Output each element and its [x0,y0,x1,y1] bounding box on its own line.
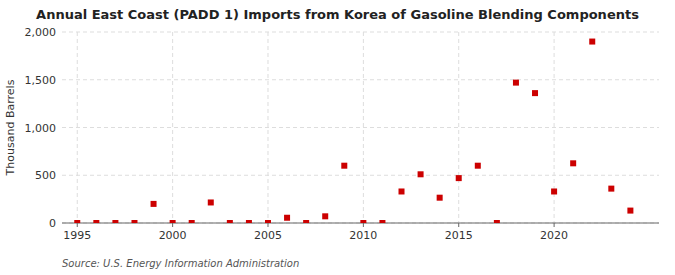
x-tick [363,223,364,227]
x-grid-line [458,32,459,223]
point [151,201,157,207]
x-tick-label: 2010 [349,229,377,242]
point [284,215,290,221]
y-tick-label: 500 [35,169,56,182]
x-tick-label: 2015 [445,229,473,242]
y-tick-label: 2,000 [25,26,57,39]
point [399,188,405,194]
point [360,220,366,223]
point [418,171,424,177]
point [627,208,633,214]
source-note: Source: U.S. Energy Information Administ… [62,258,299,269]
x-grid-line [77,32,78,223]
x-tick [458,223,459,227]
x-grid-line [267,32,268,223]
point [570,160,576,166]
point [437,195,443,201]
data-points [74,39,633,223]
point [475,163,481,169]
y-grid-line [62,32,659,33]
x-tick [267,223,268,227]
point [341,163,347,169]
page: {"chart_data": { "type": "scatter", "tit… [0,0,675,275]
title: Annual East Coast (PADD 1) Imports from … [36,7,639,22]
point [494,220,500,223]
grid [62,32,659,223]
point [189,220,195,223]
x-tick [554,223,555,227]
point [608,186,614,192]
axes: 1995 2000 2005 2010 2015 2020 0 500 1,000 1,500 2,… [25,26,660,242]
point [322,213,328,219]
point [246,220,252,223]
y-tick-label: 1,000 [25,122,57,135]
x-tick-label: 2000 [159,229,187,242]
y-tick-label: 0 [49,217,56,230]
point [265,220,271,223]
point [513,80,519,86]
point [93,220,99,223]
point [379,220,385,223]
point [227,220,233,223]
point [131,220,137,223]
x-grid-line [363,32,364,223]
point [532,90,538,96]
point [551,188,557,194]
x-tick [77,223,78,227]
point [208,199,214,205]
y-grid-line [62,127,659,128]
y-tick-label: 1,500 [25,74,57,87]
background [0,0,675,275]
x-grid-line [172,32,173,223]
y-grid-line [62,79,659,80]
point [112,220,118,223]
chart: 1995 2000 2005 2010 2015 2020 0 500 1,000 1,500 2,… [0,0,675,275]
x-tick-label: 2005 [254,229,282,242]
y-grid-line [62,175,659,176]
x-tick-label: 2020 [540,229,568,242]
point [456,175,462,181]
point [589,39,595,45]
x-tick [172,223,173,227]
point [303,220,309,223]
point [74,220,80,223]
point [170,220,176,223]
x-tick-label: 1995 [63,229,91,242]
y-axis-label: Thousand Barrels [4,79,17,176]
